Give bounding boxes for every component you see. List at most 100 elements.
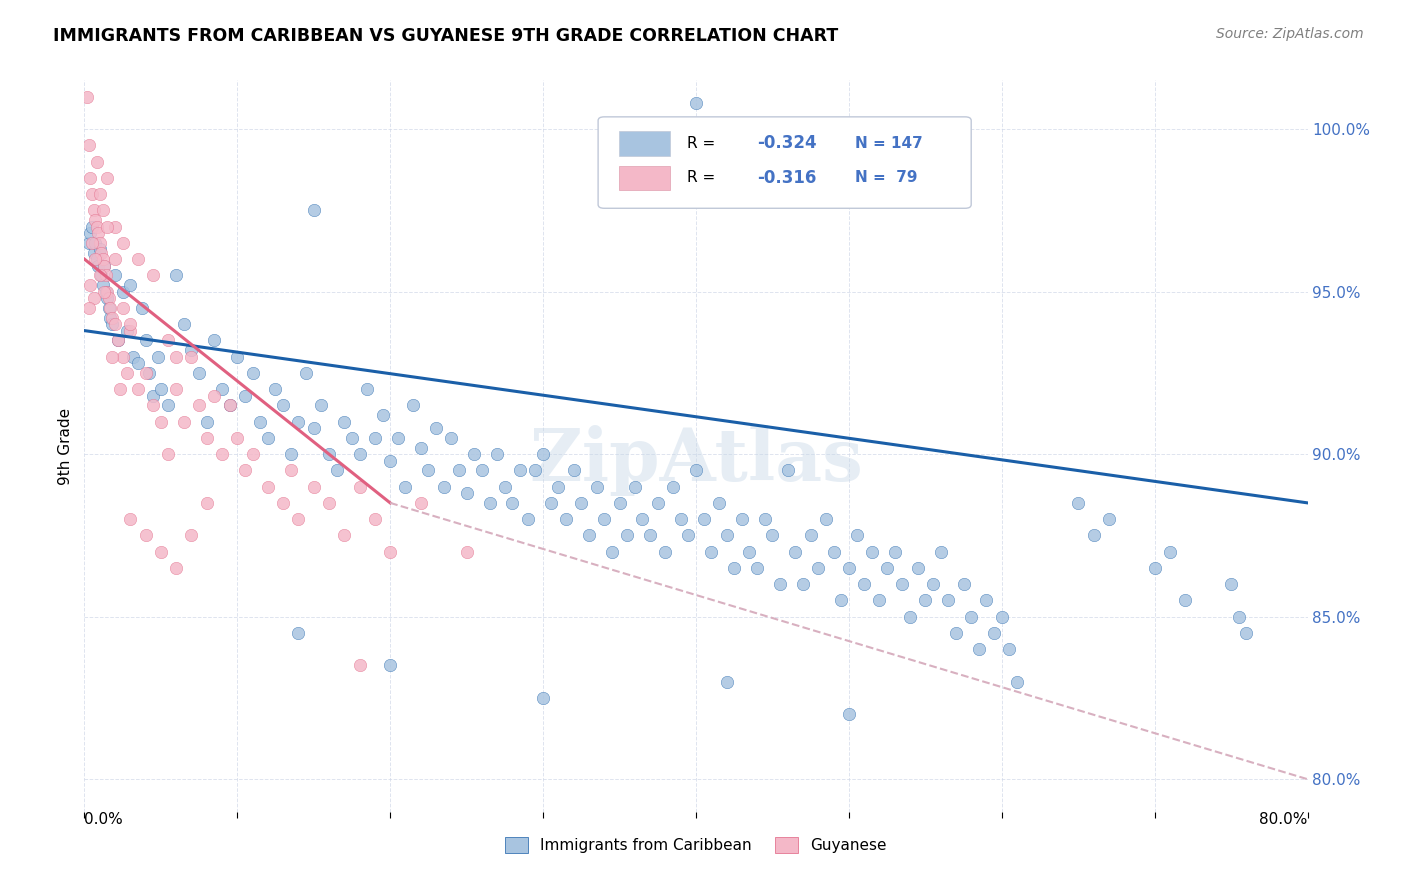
Point <box>93 259 115 273</box>
Point <box>425 421 447 435</box>
Point <box>531 690 554 705</box>
Point <box>516 512 538 526</box>
Point <box>333 528 356 542</box>
Point <box>685 96 707 111</box>
Point <box>409 496 432 510</box>
Point <box>91 278 114 293</box>
Point <box>104 219 127 234</box>
Point <box>394 480 416 494</box>
Point <box>108 382 131 396</box>
Point <box>364 431 387 445</box>
Point <box>115 366 138 380</box>
Point <box>716 674 738 689</box>
Point <box>486 447 509 461</box>
Point <box>89 235 111 250</box>
Point <box>80 235 103 250</box>
Point <box>77 235 100 250</box>
Point <box>1083 528 1105 542</box>
Point <box>157 447 180 461</box>
Point <box>138 366 160 380</box>
Point <box>800 528 823 542</box>
Point <box>638 528 661 542</box>
Point <box>271 398 294 412</box>
Point <box>271 496 294 510</box>
Point <box>478 496 501 510</box>
Point <box>76 89 98 103</box>
Point <box>94 285 117 299</box>
Point <box>157 334 180 348</box>
Point <box>111 285 134 299</box>
Point <box>349 480 371 494</box>
Point <box>180 343 202 357</box>
Point <box>761 528 783 542</box>
Point <box>280 463 302 477</box>
Point <box>135 528 157 542</box>
Point <box>555 512 578 526</box>
Y-axis label: 9th Grade: 9th Grade <box>58 408 73 484</box>
Point <box>349 658 371 673</box>
Point <box>418 463 440 477</box>
Point <box>311 398 333 412</box>
Point <box>678 528 700 542</box>
Point <box>89 268 111 283</box>
Point <box>845 528 868 542</box>
Point <box>107 334 129 348</box>
Point <box>149 544 172 558</box>
Point <box>922 577 945 591</box>
Point <box>233 389 256 403</box>
Point <box>631 512 654 526</box>
Point <box>1067 496 1090 510</box>
Point <box>287 415 309 429</box>
Point <box>830 593 852 607</box>
Point <box>747 561 769 575</box>
Point <box>600 544 623 558</box>
Text: -0.324: -0.324 <box>758 134 817 153</box>
Point <box>157 398 180 412</box>
Point <box>540 496 562 510</box>
Point <box>180 528 202 542</box>
Point <box>723 561 745 575</box>
Point <box>122 350 145 364</box>
Point <box>524 463 547 477</box>
Point <box>440 431 463 445</box>
Point <box>456 544 478 558</box>
Point <box>356 382 378 396</box>
Point <box>264 382 287 396</box>
Point <box>1098 512 1121 526</box>
Point <box>142 389 165 403</box>
Point <box>218 398 240 412</box>
Point <box>991 609 1014 624</box>
Point <box>585 480 607 494</box>
Point <box>83 203 105 218</box>
Text: N = 147: N = 147 <box>855 136 922 151</box>
Point <box>211 447 233 461</box>
Point <box>1005 674 1028 689</box>
Point <box>91 252 114 266</box>
Point <box>97 301 120 315</box>
Text: -0.316: -0.316 <box>758 169 817 186</box>
Point <box>280 447 302 461</box>
Point <box>364 512 387 526</box>
Point <box>883 544 905 558</box>
Point <box>869 593 891 607</box>
Point <box>547 480 569 494</box>
Point <box>983 626 1005 640</box>
Point <box>1143 561 1166 575</box>
Point <box>318 447 340 461</box>
Point <box>83 291 105 305</box>
Point <box>776 463 799 477</box>
Point <box>967 642 990 657</box>
Point <box>380 658 402 673</box>
Point <box>89 243 111 257</box>
Text: 0.0%: 0.0% <box>84 812 124 827</box>
Point <box>120 512 142 526</box>
Point <box>94 268 117 283</box>
Point <box>195 496 218 510</box>
Point <box>173 317 195 331</box>
Point <box>96 291 118 305</box>
Point <box>1174 593 1197 607</box>
Point <box>77 301 100 315</box>
Point <box>226 431 249 445</box>
Point <box>90 268 112 283</box>
Point <box>79 226 101 240</box>
